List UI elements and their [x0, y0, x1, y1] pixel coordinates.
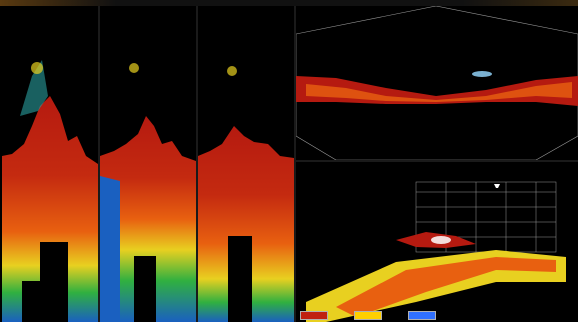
horizontal-divider: [296, 160, 578, 162]
pane-divider: [196, 6, 198, 322]
3d-seabed-pane[interactable]: [296, 162, 578, 322]
echogram-pane-1[interactable]: [2, 6, 98, 322]
pane-divider: [98, 6, 100, 322]
legend-red: [300, 311, 328, 320]
echogram-pane-2[interactable]: [100, 6, 196, 322]
sector-scan-pane[interactable]: [296, 6, 578, 160]
echogram-pane-3[interactable]: [198, 6, 294, 322]
legend-yellow: [354, 311, 382, 320]
pane-divider: [294, 6, 296, 322]
boat-icon: [494, 184, 500, 188]
status-strip: [0, 0, 578, 6]
legend-blue: [408, 311, 436, 320]
